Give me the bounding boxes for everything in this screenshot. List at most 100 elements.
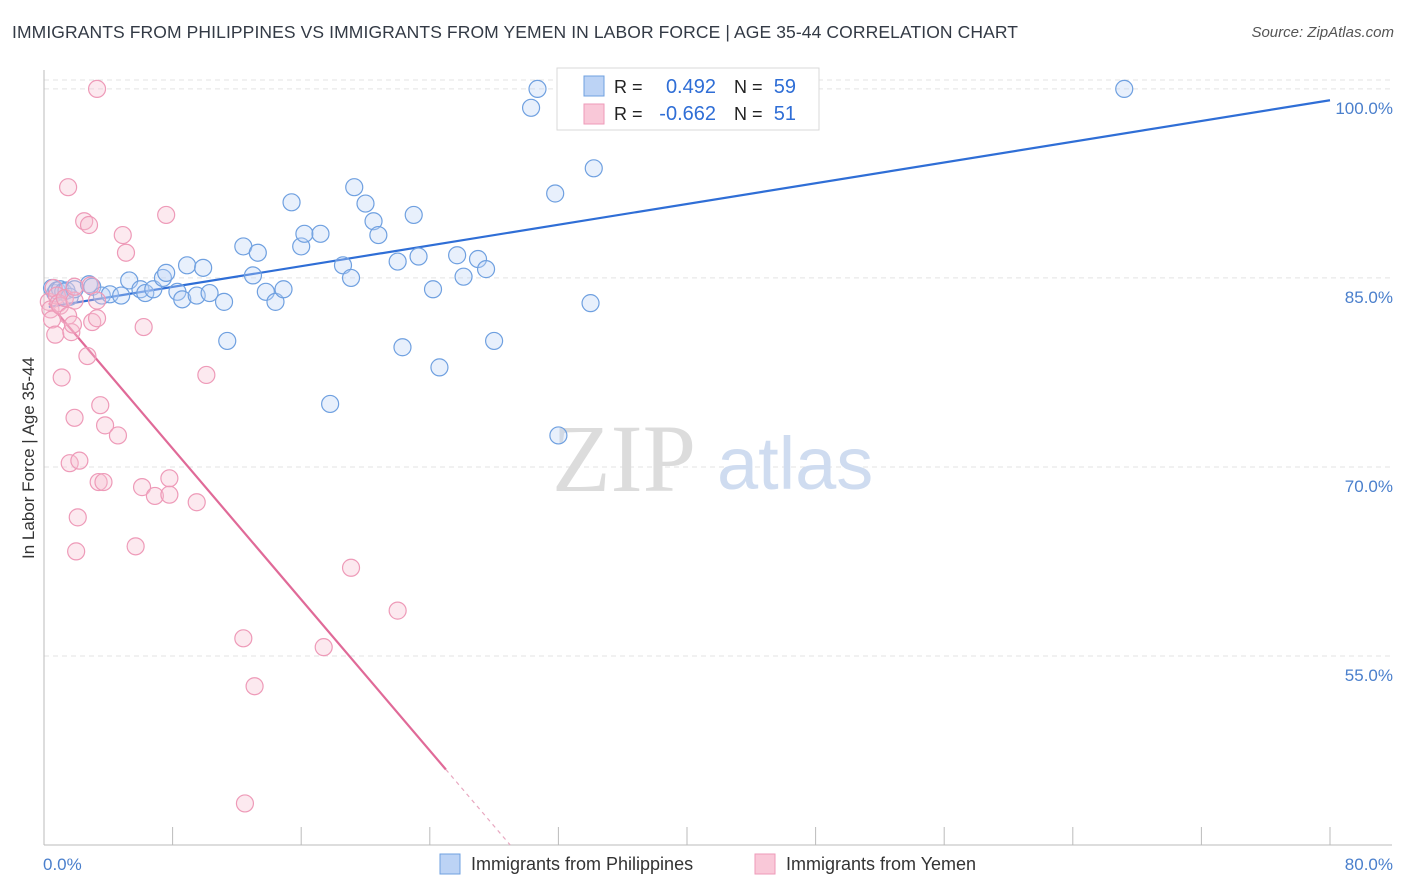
data-point-yemen [160, 469, 179, 488]
data-point-philippines [430, 358, 449, 377]
data-point-yemen [59, 178, 78, 197]
series-yemen-points [39, 79, 407, 813]
data-point-yemen [94, 472, 113, 492]
data-point-yemen [52, 368, 71, 387]
data-point-yemen [46, 325, 65, 344]
series-philippines-points [42, 79, 1134, 445]
data-point-yemen [95, 416, 115, 435]
data-point-yemen [341, 558, 361, 577]
data-point-philippines [369, 225, 388, 245]
data-point-yemen [245, 677, 264, 696]
data-point-yemen [157, 205, 176, 225]
data-point-yemen [116, 243, 136, 262]
data-point-yemen [65, 291, 84, 310]
data-point-philippines [295, 224, 314, 243]
data-point-philippines [393, 338, 412, 357]
data-point-yemen [134, 317, 153, 337]
data-point-philippines [177, 256, 197, 275]
data-point-philippines [341, 268, 361, 288]
data-point-philippines [243, 266, 263, 285]
data-point-philippines [321, 394, 340, 414]
data-point-yemen [78, 346, 97, 366]
data-point-philippines [311, 224, 330, 243]
data-point-philippines [194, 258, 213, 277]
data-point-philippines [112, 286, 131, 305]
y-tick-label: 55.0% [1345, 666, 1393, 685]
data-point-philippines [282, 193, 301, 212]
data-point-yemen [132, 478, 152, 497]
legend-swatch-yemen [754, 853, 776, 875]
data-point-yemen [87, 79, 107, 99]
data-point-yemen [87, 309, 107, 328]
stats-r-value-yemen: -0.662 [659, 103, 716, 125]
data-point-philippines [218, 331, 237, 351]
data-point-philippines [153, 268, 173, 288]
y-tick-labels: 55.0% 70.0% 85.0% 100.0% [1335, 99, 1393, 685]
data-point-yemen [81, 276, 100, 295]
stats-r-label-yemen: R = [614, 104, 643, 124]
data-point-yemen [126, 537, 145, 556]
data-point-philippines [356, 194, 375, 213]
data-point-yemen [87, 291, 107, 310]
data-point-yemen [235, 794, 255, 813]
watermark-atlas: atlas [717, 422, 873, 505]
data-point-yemen [70, 451, 89, 470]
trend-line-yemen [47, 302, 447, 771]
stats-n-value-philippines: 59 [774, 76, 796, 98]
data-point-philippines [157, 263, 176, 282]
y-tick-label: 70.0% [1345, 477, 1393, 496]
data-point-yemen [89, 472, 108, 492]
data-point-yemen [197, 365, 216, 385]
data-point-yemen [108, 426, 128, 445]
series-legend: Immigrants from Philippines Immigrants f… [439, 853, 976, 875]
data-point-yemen [113, 225, 132, 245]
data-point-philippines [581, 294, 600, 313]
y-tick-label: 85.0% [1345, 288, 1393, 307]
data-point-philippines [521, 98, 541, 117]
axes [43, 70, 1392, 846]
x-tick-labels: 0.0% 80.0% [43, 855, 1393, 874]
legend-label-yemen: Immigrants from Yemen [786, 854, 976, 874]
data-point-philippines [423, 280, 443, 299]
data-point-philippines [528, 79, 547, 99]
data-point-philippines [173, 290, 192, 309]
data-point-philippines [454, 267, 473, 286]
stats-n-value-yemen: 51 [774, 103, 796, 125]
data-point-yemen [67, 542, 86, 561]
trend-lines [47, 99, 1331, 846]
data-point-philippines [274, 280, 293, 299]
data-point-philippines [584, 159, 603, 178]
grid-lines [44, 79, 1392, 657]
data-point-philippines [448, 246, 467, 265]
trend-line-philippines [48, 99, 1331, 308]
data-point-yemen [91, 396, 110, 415]
stats-r-value-philippines: 0.492 [666, 76, 716, 98]
stats-swatch-yemen [583, 103, 605, 125]
data-point-philippines [409, 247, 428, 266]
data-point-philippines [485, 331, 504, 351]
data-point-philippines [214, 292, 234, 311]
data-point-philippines [476, 260, 496, 279]
data-point-philippines [546, 184, 565, 203]
data-point-yemen [187, 493, 206, 512]
data-point-yemen [388, 601, 407, 620]
stats-n-label-yemen: N = [734, 104, 763, 124]
data-point-yemen [160, 485, 179, 504]
data-point-philippines [549, 426, 568, 445]
stats-r-label-philippines: R = [614, 77, 643, 97]
y-axis-title: In Labor Force | Age 35-44 [19, 357, 38, 559]
data-point-philippines [1115, 79, 1134, 99]
data-point-yemen [314, 638, 333, 657]
data-point-philippines [388, 252, 407, 271]
legend-swatch-philippines [439, 853, 461, 875]
data-point-yemen [63, 315, 83, 334]
data-point-yemen [234, 629, 253, 648]
chart-title: IMMIGRANTS FROM PHILIPPINES VS IMMIGRANT… [12, 22, 1019, 42]
chart-source: Source: ZipAtlas.com [1251, 24, 1394, 41]
watermark: ZIP atlas [552, 405, 873, 512]
trend-line-yemen-extension [445, 769, 511, 846]
y-tick-label: 100.0% [1335, 99, 1393, 118]
x-tick-label: 0.0% [43, 855, 82, 874]
data-point-philippines [345, 178, 364, 197]
